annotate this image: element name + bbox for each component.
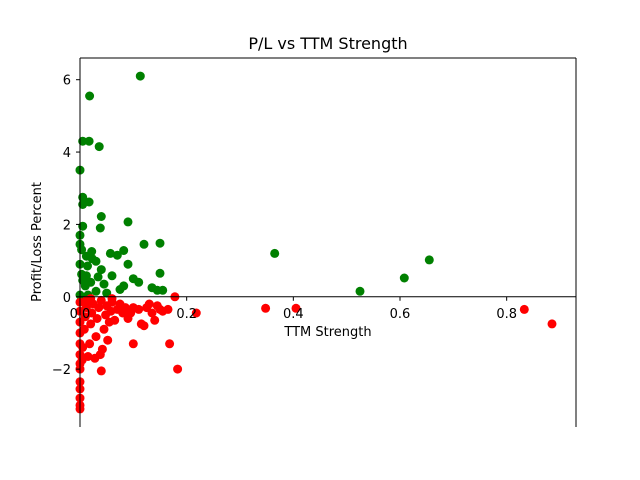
scatter-point <box>81 295 91 305</box>
x-axis-label: TTM Strength <box>283 325 371 340</box>
scatter-point <box>112 250 122 260</box>
x-tick-label: 0.0 <box>70 307 91 322</box>
scatter-point <box>191 308 201 318</box>
scatter-point <box>94 142 104 152</box>
scatter-point <box>139 239 149 249</box>
y-tick-label: 4 <box>63 146 71 161</box>
x-tick-label: 0.2 <box>176 307 197 322</box>
scatter-point <box>270 248 280 258</box>
scatter-point <box>144 299 154 309</box>
scatter-point <box>97 344 107 354</box>
scatter-point <box>173 364 183 374</box>
scatter-point <box>79 324 89 334</box>
scatter-point <box>155 268 165 278</box>
y-axis-label: Profit/Loss Percent <box>30 182 45 302</box>
scatter-point <box>94 303 104 313</box>
scatter-point <box>84 136 94 146</box>
scatter-point <box>519 304 529 314</box>
points-layer <box>75 71 557 414</box>
scatter-point <box>399 273 409 283</box>
y-tick-label: 0 <box>63 291 71 306</box>
scatter-point <box>119 281 129 291</box>
y-tick-label: −2 <box>52 363 71 378</box>
scatter-point <box>91 332 101 342</box>
scatter-point <box>103 335 113 345</box>
scatter-point <box>96 265 106 275</box>
scatter-point <box>424 255 434 265</box>
x-tick-label: 0.4 <box>283 307 304 322</box>
scatter-point <box>150 315 160 325</box>
scatter-point <box>99 279 109 289</box>
scatter-point <box>291 303 301 313</box>
scatter-point <box>86 319 96 329</box>
y-tick-label: 6 <box>63 74 71 89</box>
scatter-point <box>77 245 87 255</box>
scatter-point <box>92 314 102 323</box>
scatter-point <box>547 319 557 329</box>
scatter-point <box>355 286 365 296</box>
x-tick-label: 0.8 <box>496 307 517 322</box>
scatter-point <box>91 286 101 296</box>
scatter-point <box>80 281 90 291</box>
scatter-point <box>123 217 133 227</box>
y-tick-label: 2 <box>63 218 71 233</box>
scatter-point <box>105 248 115 258</box>
scatter-point <box>139 321 149 331</box>
scatter-point <box>87 308 97 318</box>
axes-layer: 0.0 0.2 0.4 0.6 0.8 −2 0 2 4 6 <box>52 57 577 427</box>
scatter-point <box>134 304 144 314</box>
scatter-point <box>155 238 165 248</box>
scatter-point <box>128 339 138 349</box>
scatter-point <box>134 277 144 287</box>
scatter-point <box>85 339 95 349</box>
scatter-point <box>107 271 117 281</box>
x-tick-label: 0.6 <box>390 307 411 322</box>
scatter-point <box>147 308 157 318</box>
scatter-point <box>83 261 92 271</box>
scatter-point <box>93 272 103 282</box>
scatter-point <box>91 256 101 266</box>
scatter-point <box>85 91 95 101</box>
scatter-point <box>107 294 117 304</box>
scatter-point <box>84 197 94 207</box>
scatter-point <box>110 315 120 325</box>
scatter-point <box>165 339 175 349</box>
scatter-point <box>261 303 271 313</box>
scatter-point <box>135 71 145 81</box>
scatter-point <box>99 324 109 334</box>
scatter-point <box>96 212 106 221</box>
scatter-point <box>123 259 133 269</box>
chart-title: P/L vs TTM Strength <box>248 34 407 53</box>
scatter-point <box>95 223 105 233</box>
scatter-point <box>163 304 173 314</box>
scatter-point <box>96 366 106 376</box>
scatter-point <box>96 295 106 305</box>
scatter-point <box>158 285 168 295</box>
scatter-point <box>119 246 129 255</box>
scatter-point <box>83 352 93 361</box>
